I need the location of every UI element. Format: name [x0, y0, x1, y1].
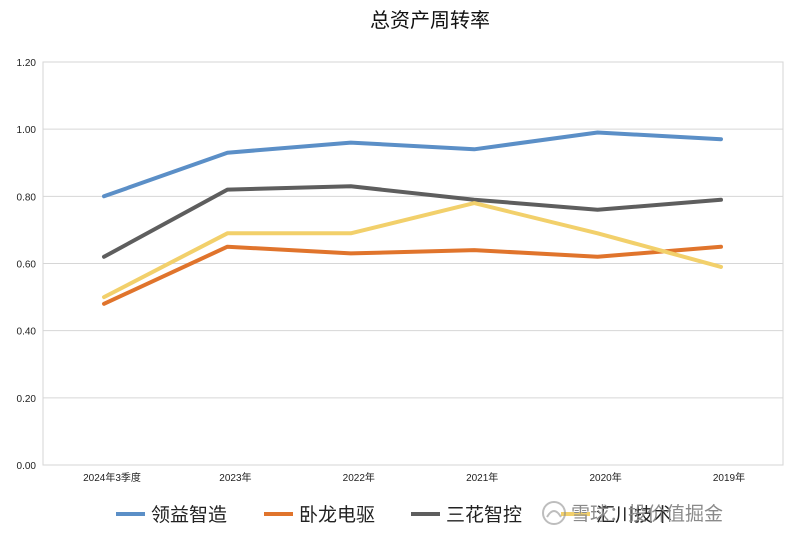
series-line-2 — [102, 184, 723, 259]
x-axis-ticks: 2024年3季度 2023年 2022年 2021年 2020年 2019年 — [83, 471, 745, 484]
watermark-logo-icon — [542, 501, 566, 525]
y-tick-label: 0.40 — [17, 327, 37, 338]
watermark-text: 雪球：投价值掘金 — [571, 503, 723, 525]
series-lines — [102, 130, 723, 306]
legend-label: 卧龙电驱 — [299, 504, 375, 526]
x-tick-label: 2019年 — [713, 471, 745, 484]
watermark: 雪球：投价值掘金 — [542, 501, 723, 525]
x-tick-label: 2024年3季度 — [83, 471, 141, 484]
legend: 领益智造 卧龙电驱 三花智控 汇川技术 — [116, 504, 672, 526]
series-line-3 — [102, 201, 723, 300]
legend-label: 汇川技术 — [596, 504, 672, 526]
y-axis-ticks: 0.00 0.20 0.40 0.60 0.80 1.00 1.20 — [17, 58, 37, 472]
series-line-0 — [102, 130, 723, 199]
y-tick-label: 1.00 — [17, 125, 37, 136]
legend-label: 三花智控 — [446, 504, 522, 526]
y-tick-label: 1.20 — [17, 58, 37, 69]
x-tick-label: 2021年 — [466, 471, 498, 484]
chart-title: 总资产周转率 — [370, 8, 490, 32]
x-tick-label: 2020年 — [589, 471, 621, 484]
series-line-1 — [102, 244, 723, 306]
legend-label: 领益智造 — [151, 504, 227, 526]
x-tick-label: 2023年 — [219, 471, 251, 484]
x-tick-label: 2022年 — [343, 471, 375, 484]
y-tick-label: 0.00 — [17, 461, 37, 472]
y-tick-label: 0.80 — [17, 192, 37, 203]
y-tick-label: 0.20 — [17, 394, 37, 405]
y-tick-label: 0.60 — [17, 260, 37, 271]
